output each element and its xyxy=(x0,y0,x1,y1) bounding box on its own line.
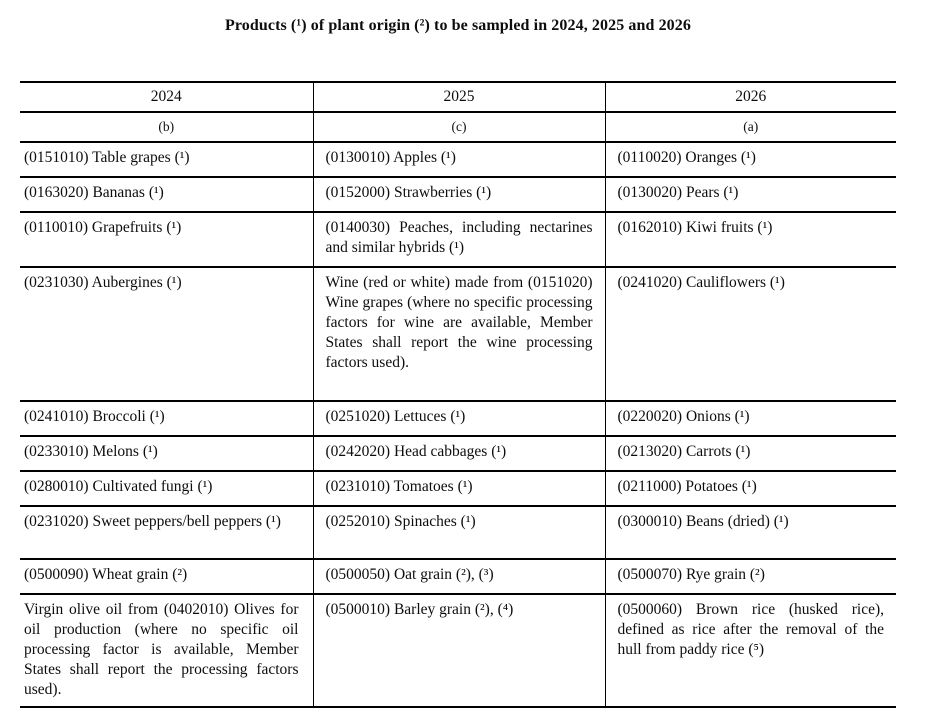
product-cell: (0251020) Lettuces (¹) xyxy=(313,401,606,436)
year-header-2024: 2024 xyxy=(20,82,314,112)
year-header-2025: 2025 xyxy=(313,82,606,112)
letter-header-c: (c) xyxy=(313,112,606,142)
product-cell: (0500090) Wheat grain (²) xyxy=(20,559,314,594)
year-header-row: 2024 2025 2026 xyxy=(20,82,896,112)
table-row: (0500090) Wheat grain (²) (0500050) Oat … xyxy=(20,559,896,594)
product-cell: (0151010) Table grapes (¹) xyxy=(20,142,314,177)
product-cell: (0242020) Head cabbages (¹) xyxy=(313,436,606,471)
table-row: (0231020) Sweet peppers/bell peppers (¹)… xyxy=(20,506,896,559)
table-row: (0280010) Cultivated fungi (¹) (0231010)… xyxy=(20,471,896,506)
product-cell: (0252010) Spinaches (¹) xyxy=(313,506,606,559)
product-cell: (0140030) Peaches, including nectarines … xyxy=(313,212,606,267)
product-cell: (0231010) Tomatoes (¹) xyxy=(313,471,606,506)
product-cell: (0220020) Onions (¹) xyxy=(617,408,750,425)
product-cell: (0110020) Oranges (¹) xyxy=(617,149,756,166)
table-row: (0231030) Aubergines (¹) Wine (red or wh… xyxy=(20,267,896,401)
product-cell: (0231020) Sweet peppers/bell peppers (¹) xyxy=(20,506,314,559)
table-row: (0151010) Table grapes (¹) (0130010) App… xyxy=(20,142,896,177)
product-cell: (0300010) Beans (dried) (¹) xyxy=(617,513,789,530)
product-cell: (0152000) Strawberries (¹) xyxy=(313,177,606,212)
product-cell: (0500010) Barley grain (²), (⁴) xyxy=(313,594,606,707)
table-row: (0233010) Melons (¹) (0242020) Head cabb… xyxy=(20,436,896,471)
year-header-2026: 2026 xyxy=(735,88,767,105)
letter-header-b: (b) xyxy=(20,112,314,142)
table-row: (0241010) Broccoli (¹) (0251020) Lettuce… xyxy=(20,401,896,436)
letter-header-row: (b) (c) (a) xyxy=(20,112,896,142)
product-cell: (0130010) Apples (¹) xyxy=(313,142,606,177)
product-cell: (0231030) Aubergines (¹) xyxy=(20,267,314,401)
product-cell: (0110010) Grapefruits (¹) xyxy=(20,212,314,267)
product-cell: (0162010) Kiwi fruits (¹) xyxy=(617,219,773,236)
product-cell: (0163020) Bananas (¹) xyxy=(20,177,314,212)
product-cell: (0241020) Cauliflowers (¹) xyxy=(617,274,785,291)
table-row: (0110010) Grapefruits (¹) (0140030) Peac… xyxy=(20,212,896,267)
product-cell: (0213020) Carrots (¹) xyxy=(617,443,751,460)
product-cell: (0500060) Brown rice (husked rice), defi… xyxy=(617,601,885,658)
products-table: 2024 2025 2026 (b) (c) (a) (0151010) Tab… xyxy=(20,81,896,708)
product-cell: Wine (red or white) made from (0151020) … xyxy=(313,267,606,401)
letter-header-a: (a) xyxy=(743,119,759,134)
table-row: Virgin olive oil from (0402010) Olives f… xyxy=(20,594,896,707)
product-cell: (0280010) Cultivated fungi (¹) xyxy=(20,471,314,506)
product-cell: (0211000) Potatoes (¹) xyxy=(617,478,757,495)
product-cell: (0500050) Oat grain (²), (³) xyxy=(313,559,606,594)
product-cell: (0130020) Pears (¹) xyxy=(617,184,739,201)
product-cell: Virgin olive oil from (0402010) Olives f… xyxy=(20,594,314,707)
product-cell: (0500070) Rye grain (²) xyxy=(617,566,765,583)
product-cell: (0233010) Melons (¹) xyxy=(20,436,314,471)
product-cell: (0241010) Broccoli (¹) xyxy=(20,401,314,436)
page-title: Products (¹) of plant origin (²) to be s… xyxy=(224,17,691,34)
table-row: (0163020) Bananas (¹) (0152000) Strawber… xyxy=(20,177,896,212)
